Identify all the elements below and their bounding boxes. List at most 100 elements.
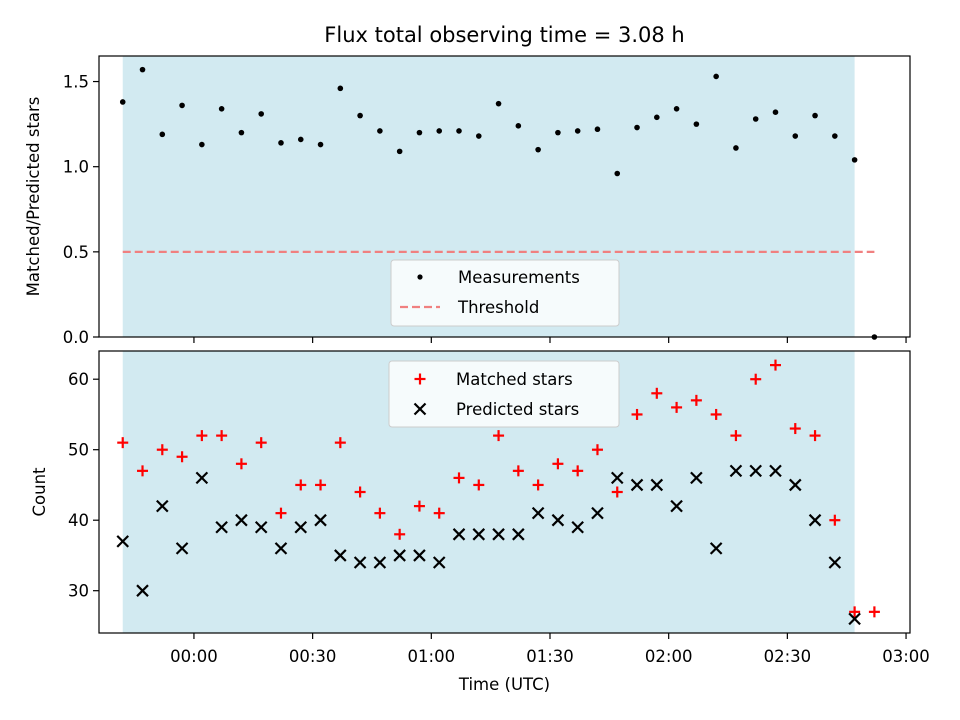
predicted-stars-point <box>432 556 446 569</box>
legend-plus-icon <box>414 373 426 385</box>
bottom-y-axis-label: Count <box>30 467 49 517</box>
x-tick-label: 01:00 <box>408 647 456 666</box>
predicted-stars-point <box>709 542 723 555</box>
chart-title: Flux total observing time = 3.08 h <box>324 23 684 47</box>
measurement-point <box>594 126 601 133</box>
matched-stars-point <box>750 373 762 385</box>
measurement-point <box>555 129 561 136</box>
measurement-point <box>199 141 205 148</box>
predicted-stars-point <box>512 528 525 541</box>
measurement-point <box>317 141 324 148</box>
top-legend: Measurements Threshold <box>390 259 620 327</box>
measurement-point <box>416 129 423 136</box>
matched-stars-point <box>176 451 188 463</box>
legend-x-mark <box>413 402 427 416</box>
x-axis-label: Time (UTC) <box>458 675 550 694</box>
measurement-point <box>456 128 462 134</box>
predicted-stars-point <box>551 513 565 527</box>
predicted-stars-point <box>531 506 545 520</box>
predicted-stars-point <box>195 471 209 485</box>
measurement-point <box>337 85 344 92</box>
top-panel: 0.0 0.5 1.0 1.5 Matched/Predicted stars Mea… <box>24 55 911 347</box>
x-tick-label: 02:00 <box>645 647 693 666</box>
top-panel-frame <box>98 55 911 338</box>
top-legend-box <box>390 259 620 327</box>
measurement-point <box>297 136 304 143</box>
measurement-point <box>396 148 403 155</box>
matched-stars-point <box>611 486 623 498</box>
matched-stars-point <box>413 500 425 512</box>
matched-stars-point <box>849 606 861 618</box>
matched-stars-point <box>433 507 445 519</box>
matched-stars-point <box>532 479 544 491</box>
measurement-point <box>654 114 660 121</box>
x-tick-label: 01:30 <box>526 647 574 666</box>
predicted-stars-point <box>690 471 703 485</box>
measurement-point <box>614 170 621 177</box>
measurement-point <box>475 133 482 139</box>
predicted-stars-point <box>788 478 802 492</box>
matched-stars-point <box>473 479 485 491</box>
counts-layer <box>116 359 880 626</box>
measurement-point <box>357 112 363 119</box>
matched-stars-point <box>315 479 327 491</box>
y-tick-label: 0.0 <box>63 328 89 347</box>
predicted-stars-point <box>413 549 426 562</box>
matched-stars-point <box>769 359 781 371</box>
predicted-stars-point <box>848 612 861 626</box>
predicted-stars-point <box>670 499 683 513</box>
legend-label-matched-stars: Matched stars <box>456 370 573 389</box>
y-tick-label: 60 <box>68 370 89 389</box>
top-y-axis-label: Matched/Predicted stars <box>24 97 43 297</box>
measurement-point <box>772 109 779 115</box>
y-tick-label: 50 <box>68 441 89 460</box>
predicted-stars-point <box>235 513 248 527</box>
predicted-stars-point <box>472 528 486 541</box>
matched-stars-point <box>829 514 841 526</box>
predicted-stars-point <box>136 584 149 597</box>
bottom-legend: Matched stars Predicted stars <box>388 360 620 428</box>
matched-stars-point <box>730 430 742 442</box>
matched-stars-point <box>572 465 584 477</box>
predicted-stars-point <box>274 542 288 555</box>
measurement-point <box>851 157 858 163</box>
predicted-stars-point <box>175 542 189 555</box>
legend-dot-icon <box>417 274 423 280</box>
predicted-stars-point <box>610 471 624 485</box>
measurement-point <box>673 105 680 112</box>
matched-stars-point <box>354 486 366 498</box>
matched-stars-point <box>651 387 663 399</box>
matched-stars-point <box>137 465 149 477</box>
predicted-stars-point <box>156 499 169 513</box>
measurement-point <box>535 146 541 153</box>
matched-stars-point <box>117 437 129 449</box>
top-x-ticks <box>193 337 907 343</box>
x-tick-label: 00:30 <box>289 647 337 666</box>
measurement-point <box>574 128 581 134</box>
measurement-point <box>119 99 126 105</box>
matched-stars-point <box>512 465 524 477</box>
predicted-stars-point <box>393 549 406 562</box>
predicted-stars-point <box>314 513 327 527</box>
matched-stars-point <box>690 394 702 406</box>
predicted-stars-point <box>373 556 387 569</box>
y-tick-label: 30 <box>68 582 89 601</box>
predicted-stars-point <box>492 528 505 541</box>
bottom-x-ticks: 00:00 00:30 01:00 01:30 02:00 02:30 03:00 <box>170 633 930 666</box>
matched-stars-point <box>334 437 346 449</box>
bottom-panel-frame <box>98 350 911 634</box>
x-tick-label: 02:30 <box>764 647 812 666</box>
predicted-stars-point <box>630 478 644 492</box>
matched-stars-point <box>671 401 683 413</box>
y-tick-label: 40 <box>68 511 89 530</box>
y-tick-label: 1.0 <box>63 158 89 177</box>
measurement-point <box>278 140 284 146</box>
predicted-stars-point <box>591 506 604 520</box>
matched-stars-point <box>295 479 307 491</box>
predicted-stars-point <box>116 535 130 548</box>
matched-stars-point <box>868 606 880 618</box>
bottom-y-ticks: 30 40 50 60 <box>68 370 99 601</box>
measurement-point <box>693 121 700 127</box>
measurement-point <box>238 129 245 136</box>
